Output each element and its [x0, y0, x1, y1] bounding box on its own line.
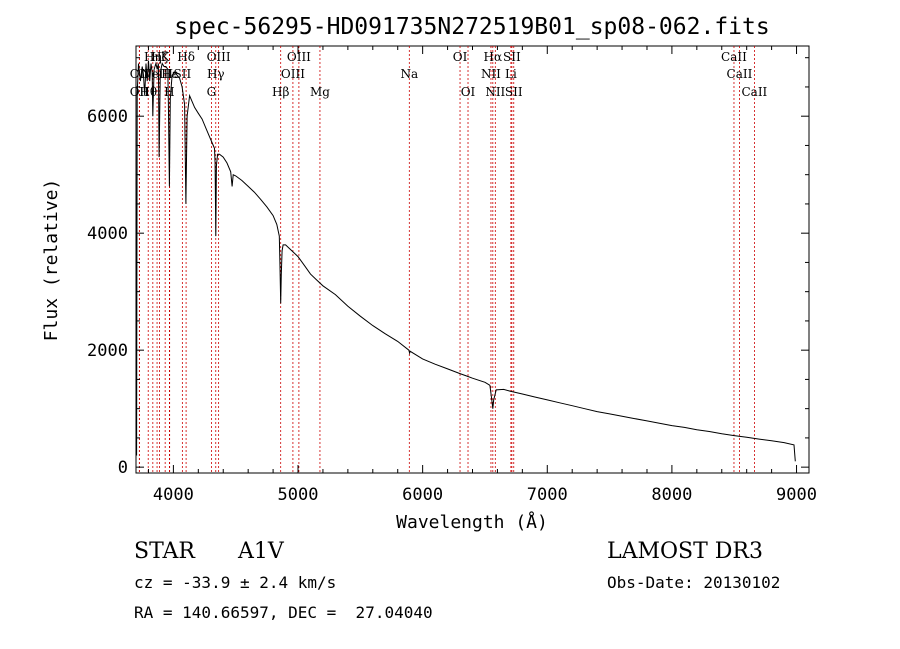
- object-class: STAR: [134, 539, 195, 564]
- line-label: OIII: [281, 67, 305, 81]
- plot-frame: [135, 45, 810, 474]
- line-label: Li: [505, 67, 517, 81]
- line-label: Hδ: [177, 50, 195, 64]
- line-label: Hζ: [151, 50, 168, 64]
- line-label: NII: [481, 67, 501, 81]
- x-tick-label: 5000: [278, 485, 319, 505]
- x-axis-label: Wavelength (Å): [396, 511, 548, 533]
- coordinates-text: RA = 140.66597, DEC = 27.04040: [134, 603, 433, 622]
- x-tick-label: 9000: [776, 485, 817, 505]
- y-tick-label: 2000: [87, 341, 128, 361]
- x-tick-label: 8000: [651, 485, 692, 505]
- y-tick-label: 4000: [87, 224, 128, 244]
- x-tick-label: 6000: [402, 485, 443, 505]
- line-label: Mg: [310, 85, 330, 99]
- line-label: H: [164, 85, 174, 99]
- spectrum-line: [135, 60, 796, 462]
- chart-title: spec-56295-HD091735N272519B01_sp08-062.f…: [174, 14, 769, 40]
- line-label: SII: [503, 50, 521, 64]
- line-label: NII: [485, 85, 505, 99]
- line-label: Hα: [484, 50, 503, 64]
- spectral-line-markers: [138, 46, 755, 473]
- line-label: OI: [453, 50, 468, 64]
- line-label: Hθ: [139, 85, 157, 99]
- line-label: OI: [461, 85, 476, 99]
- object-subclass: A1V: [238, 539, 284, 564]
- line-label: Hβ: [272, 85, 289, 99]
- y-tick-label: 0: [118, 458, 128, 478]
- y-axis-label: Flux (relative): [41, 179, 62, 342]
- line-label: Na: [400, 67, 418, 81]
- y-axis-ticks: 0 2000 4000 6000: [87, 57, 809, 478]
- y-tick-label: 6000: [87, 107, 128, 127]
- survey-label: LAMOST DR3: [607, 539, 763, 564]
- line-label: Hε: [161, 67, 178, 81]
- line-label: CaII: [741, 85, 767, 99]
- line-label: K: [161, 50, 171, 64]
- line-label: Hη: [144, 50, 162, 64]
- line-label: CaII: [727, 67, 753, 81]
- line-label: G: [207, 85, 217, 99]
- x-axis-ticks: 4000 5000 6000 7000 8000 9000: [147, 46, 817, 505]
- x-tick-label: 7000: [527, 485, 568, 505]
- line-label: Hγ: [207, 67, 225, 81]
- line-label: SII: [505, 85, 523, 99]
- line-label: CaII: [721, 50, 747, 64]
- obs-date-text: Obs-Date: 20130102: [607, 573, 781, 592]
- redshift-text: cz = -33.9 ± 2.4 km/s: [134, 573, 337, 592]
- line-label: OIII: [287, 50, 311, 64]
- line-label: SII: [174, 67, 192, 81]
- x-tick-label: 4000: [153, 485, 194, 505]
- line-label: OIII: [207, 50, 231, 64]
